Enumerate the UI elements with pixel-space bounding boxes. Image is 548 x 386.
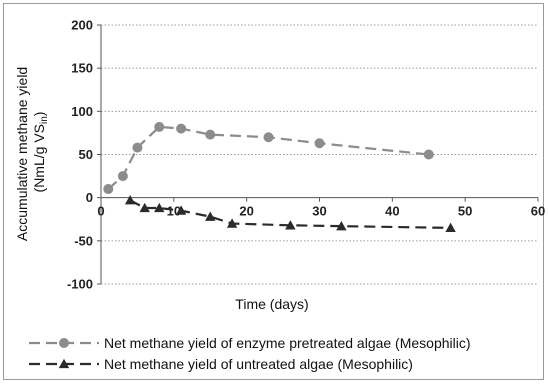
y-tick-label: 200 [71, 18, 93, 33]
x-tick-label: 10 [167, 204, 181, 219]
legend-marker-1 [59, 337, 70, 348]
series-1-point [154, 121, 165, 132]
axes [97, 24, 539, 285]
series-2-point [139, 202, 150, 213]
series-2-point [285, 220, 296, 230]
y-axis-title-line1: Accumulative methane yield [14, 67, 30, 241]
y-axis-title-subscript: in [39, 116, 50, 124]
series-1-point [205, 129, 216, 140]
legend-marker-2 [58, 358, 70, 369]
legend-label-2: Net methane yield of untreated algae (Me… [104, 356, 413, 372]
x-tick-label: 0 [97, 204, 104, 219]
y-tick-label: 50 [79, 147, 93, 162]
x-tick-label: 30 [312, 204, 326, 219]
series-1-point [117, 171, 128, 182]
series-2-line [129, 199, 451, 229]
x-tick-label: 50 [458, 204, 472, 219]
y-axis-title: Accumulative methane yield (NmL/g VSin) [14, 63, 50, 241]
legend: Net methane yield of enzyme pretreated a… [29, 335, 471, 372]
line-chart: -100 -50 0 50 100 150 200 0 10 20 30 40 50 60 Time (d… [14, 18, 545, 373]
series-2-point [226, 218, 238, 228]
legend-label-1: Net methane yield of enzyme pretreated a… [104, 335, 471, 351]
y-axis-title-line2-post: ) [31, 112, 47, 117]
series-1-point [103, 184, 114, 195]
tick-labels: -100 -50 0 50 100 150 200 0 10 20 30 40 50 60 [67, 18, 545, 292]
x-tick-label: 60 [531, 204, 545, 219]
series-2-point [175, 205, 187, 215]
y-tick-label: -50 [74, 233, 93, 248]
y-axis-title-line2-pre: (NmL/g VS [31, 124, 47, 192]
x-tick-label: 20 [239, 204, 253, 219]
series-1-point [132, 142, 143, 153]
y-tick-label: 150 [71, 61, 93, 76]
y-tick-label: 0 [86, 190, 93, 205]
x-tick-label: 40 [385, 204, 399, 219]
x-axis-title: Time (days) [235, 296, 308, 312]
y-tick-label: 100 [71, 104, 93, 119]
grid-lines [101, 24, 538, 285]
y-tick-label: -100 [67, 277, 93, 292]
series-2-point [124, 195, 136, 205]
series-2-point [336, 220, 347, 231]
series-1-point [314, 138, 325, 149]
series-group [103, 121, 456, 233]
series-1-point [263, 132, 274, 143]
series-1-point [176, 123, 187, 134]
series-1-point [423, 149, 434, 160]
chart-frame: -100 -50 0 50 100 150 200 0 10 20 30 40 50 60 Time (d… [3, 3, 545, 380]
series-2-point [445, 222, 456, 233]
series-2-point [205, 211, 216, 221]
series-2-point [154, 202, 165, 213]
